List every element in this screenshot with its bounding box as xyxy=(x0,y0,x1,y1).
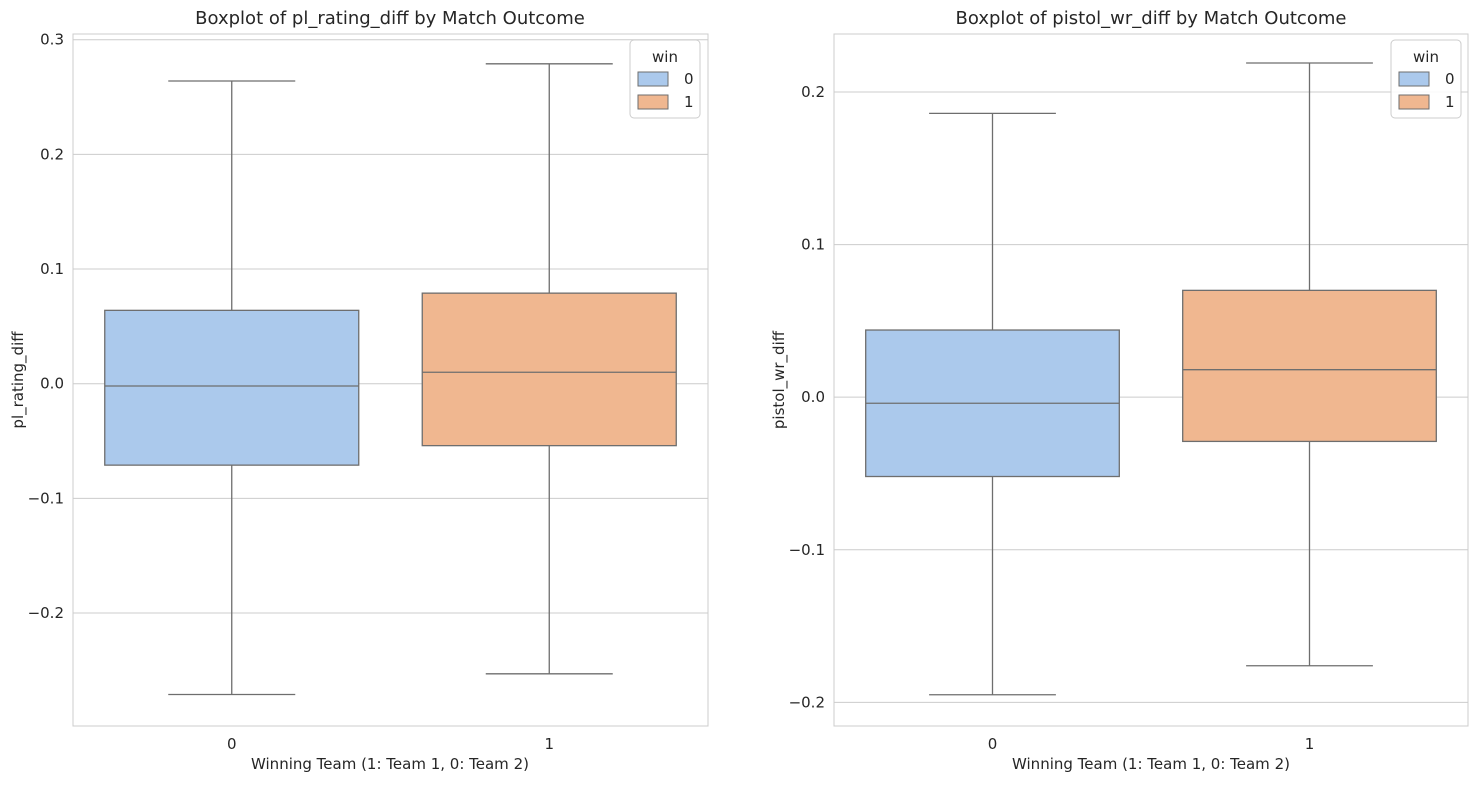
legend-swatch-0 xyxy=(1398,71,1430,87)
chart-title: Boxplot of pl_rating_diff by Match Outco… xyxy=(195,8,585,29)
legend-title: win xyxy=(1413,48,1439,66)
legend-label: 1 xyxy=(684,93,694,111)
y-tick-label: 0.0 xyxy=(40,375,64,393)
plot-frame xyxy=(72,33,709,727)
legend: win 0 1 xyxy=(629,39,701,119)
tick-labels: −0.2 −0.1 0.0 0.1 0.2 0.3 0 1 xyxy=(28,31,554,753)
x-tick-label: 0 xyxy=(227,735,237,753)
y-tick-label: 0.0 xyxy=(801,388,825,406)
legend-label: 1 xyxy=(1445,93,1455,111)
chart-title: Boxplot of pistol_wr_diff by Match Outco… xyxy=(956,8,1347,29)
x-tick-label: 1 xyxy=(1305,735,1315,753)
legend-label: 0 xyxy=(1445,70,1455,88)
iqr-box xyxy=(421,292,677,447)
x-axis-label: Winning Team (1: Team 1, 0: Team 2) xyxy=(1012,755,1290,773)
y-axis-label: pistol_wr_diff xyxy=(770,330,789,429)
iqr-box xyxy=(104,309,360,466)
y-tick-label: 0.1 xyxy=(40,260,64,278)
box-series-1 xyxy=(421,63,677,675)
legend: win 0 1 xyxy=(1390,39,1462,119)
legend-title: win xyxy=(652,48,678,66)
y-tick-label: −0.1 xyxy=(28,489,64,507)
plot-frame xyxy=(833,33,1469,727)
legend-label: 0 xyxy=(684,70,694,88)
y-tick-label: 0.1 xyxy=(801,236,825,254)
chart-pl-rating-diff: Boxplot of pl_rating_diff by Match Outco… xyxy=(9,8,709,773)
tick-labels: −0.2 −0.1 0.0 0.1 0.2 0 1 xyxy=(789,83,1315,753)
x-axis-label: Winning Team (1: Team 1, 0: Team 2) xyxy=(251,755,529,773)
legend-swatch-0 xyxy=(637,71,669,87)
y-tick-label: −0.2 xyxy=(28,604,64,622)
box-series-1 xyxy=(1182,62,1437,667)
y-tick-label: −0.1 xyxy=(789,541,825,559)
x-tick-label: 1 xyxy=(544,735,554,753)
boxes xyxy=(865,62,1437,696)
box-series-0 xyxy=(865,112,1120,696)
y-axis-label: pl_rating_diff xyxy=(9,331,28,429)
iqr-box xyxy=(1182,289,1437,443)
y-tick-label: 0.2 xyxy=(801,83,825,101)
chart-pistol-wr-diff: Boxplot of pistol_wr_diff by Match Outco… xyxy=(770,8,1469,773)
legend-swatch-1 xyxy=(637,94,669,110)
legend-swatch-1 xyxy=(1398,94,1430,110)
y-tick-label: 0.2 xyxy=(40,145,64,163)
box-series-0 xyxy=(104,80,360,696)
y-tick-label: −0.2 xyxy=(789,693,825,711)
y-tick-label: 0.3 xyxy=(40,31,64,49)
x-tick-label: 0 xyxy=(988,735,998,753)
boxes xyxy=(104,63,677,696)
